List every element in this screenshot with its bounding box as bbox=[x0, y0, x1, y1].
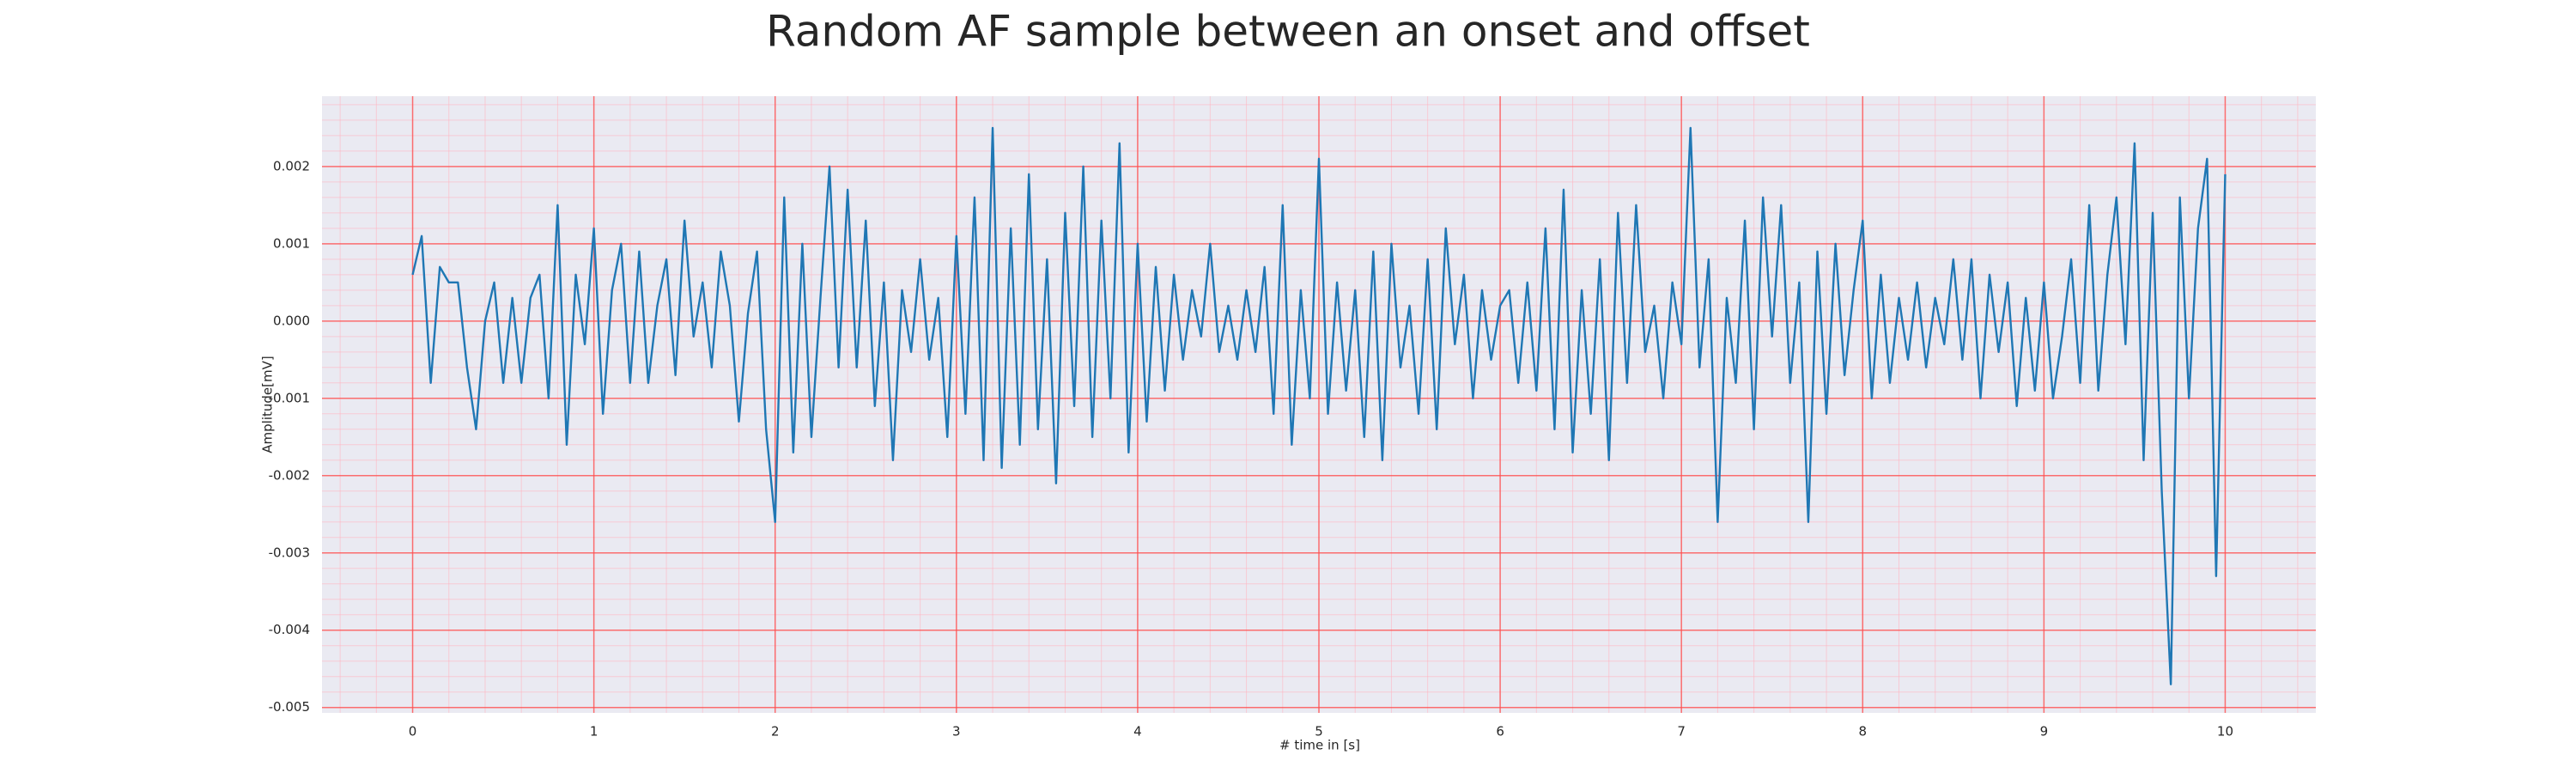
x-tick-label: 5 bbox=[1315, 724, 1323, 740]
y-tick-label: -0.004 bbox=[269, 622, 310, 637]
chart-title: Random AF sample between an onset and of… bbox=[766, 7, 1810, 57]
x-tick-label: 6 bbox=[1496, 724, 1504, 740]
x-tick-label: 1 bbox=[590, 724, 598, 740]
x-tick-label: 9 bbox=[2040, 724, 2049, 740]
y-tick-label: -0.001 bbox=[269, 390, 310, 405]
y-tick-label: -0.005 bbox=[269, 699, 310, 715]
x-tick-label: 10 bbox=[2217, 724, 2233, 740]
x-tick-label: 0 bbox=[409, 724, 417, 740]
x-tick-label: 7 bbox=[1677, 724, 1686, 740]
signal-line bbox=[411, 126, 2227, 685]
y-tick-label: -0.002 bbox=[269, 467, 310, 483]
y-tick-label: 0.002 bbox=[273, 158, 310, 173]
y-tick-label: 0.001 bbox=[273, 235, 310, 251]
x-axis-label: # time in [s] bbox=[1279, 738, 1360, 753]
y-axis-label: Amplitude[mV] bbox=[260, 356, 276, 453]
x-tick-label: 8 bbox=[1858, 724, 1867, 740]
y-tick-label: -0.003 bbox=[269, 545, 310, 560]
x-tick-label: 3 bbox=[952, 724, 961, 740]
y-tick-label: 0.000 bbox=[273, 313, 310, 328]
x-tick-label: 4 bbox=[1133, 724, 1142, 740]
x-tick-label: 2 bbox=[771, 724, 780, 740]
